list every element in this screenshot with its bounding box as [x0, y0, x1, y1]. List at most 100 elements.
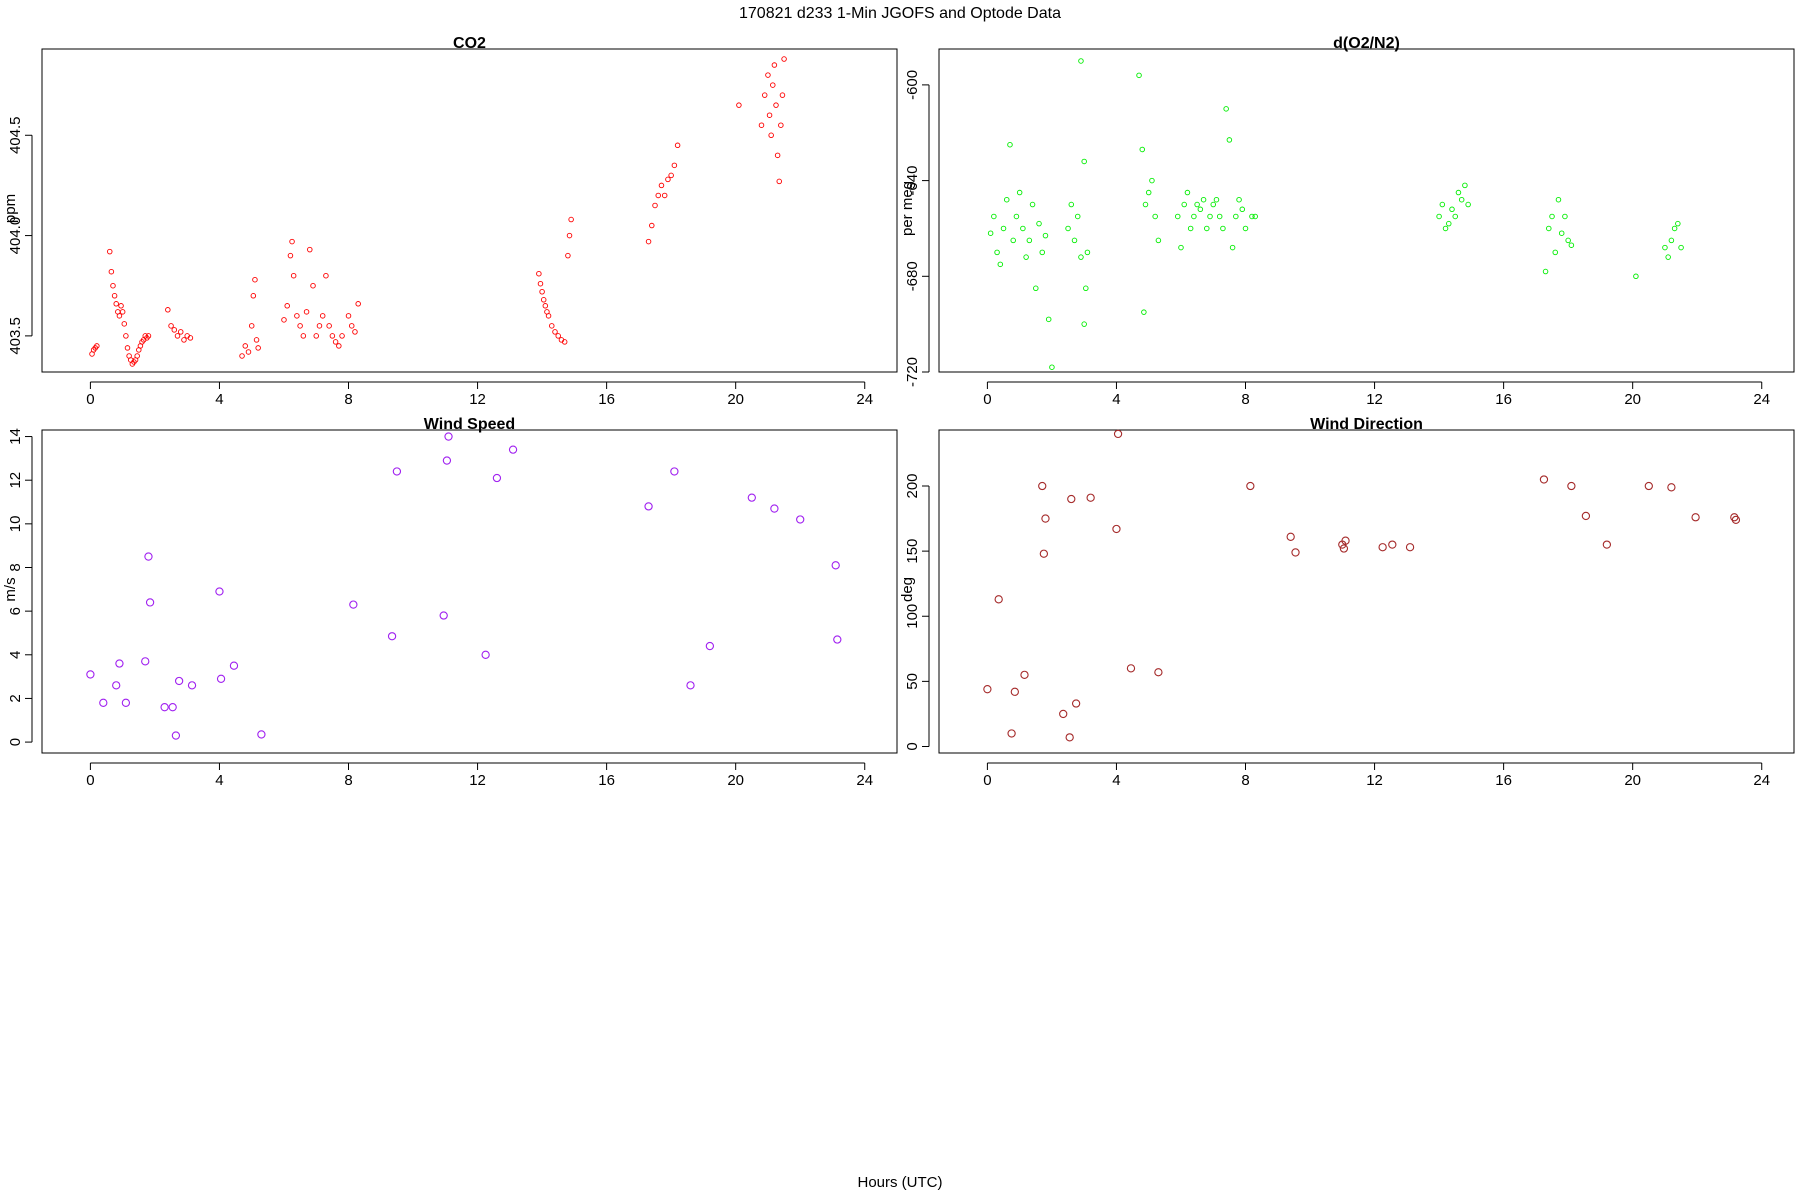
- data-point: [765, 72, 771, 78]
- data-point: [552, 329, 558, 335]
- data-point: [1667, 483, 1676, 492]
- x-tick-label: 4: [1112, 391, 1120, 408]
- x-tick-label: 24: [856, 391, 873, 408]
- data-point: [1049, 364, 1055, 370]
- data-points: [983, 429, 1741, 742]
- data-point: [1004, 196, 1010, 203]
- data-point: [1071, 699, 1081, 708]
- data-point: [1233, 213, 1239, 220]
- data-point: [245, 349, 252, 355]
- plot-frame: [41, 48, 898, 373]
- x-tick-label: 24: [856, 772, 873, 789]
- data-point: [658, 182, 665, 189]
- data-point: [1691, 513, 1700, 522]
- x-tick-label: 8: [1241, 391, 1249, 408]
- data-point: [108, 268, 115, 275]
- data-point: [355, 301, 361, 307]
- data-point: [141, 657, 150, 666]
- data-point: [1149, 177, 1155, 184]
- data-point: [171, 327, 178, 333]
- data-point: [250, 293, 257, 299]
- data-point: [1644, 481, 1653, 491]
- data-point: [668, 172, 674, 179]
- data-point: [758, 122, 765, 128]
- plot-frame: [938, 429, 1795, 754]
- y-tick-label: 404.5: [7, 116, 24, 154]
- data-point: [1249, 213, 1255, 220]
- data-point: [508, 445, 518, 454]
- data-point: [1039, 549, 1049, 558]
- data-point: [1555, 196, 1562, 203]
- data-point: [1539, 475, 1549, 484]
- data-point: [1405, 543, 1415, 552]
- y-tick-label: 0: [904, 742, 921, 750]
- data-point: [1078, 58, 1084, 64]
- chart-o2n2: d(O2/N2) 0 4 8 12 16 20 24 -600 -640 -680 -720 per m…: [899, 35, 1795, 408]
- data-point: [1187, 225, 1194, 232]
- data-point: [1239, 206, 1246, 213]
- data-point: [248, 323, 255, 329]
- x-tick-label: 24: [1753, 772, 1770, 789]
- data-point: [686, 681, 695, 690]
- data-point: [94, 343, 100, 349]
- data-point: [287, 252, 294, 259]
- data-point: [1059, 709, 1068, 719]
- data-point: [215, 587, 224, 596]
- data-point: [1175, 213, 1181, 220]
- data-point: [145, 333, 152, 339]
- data-point: [994, 595, 1003, 604]
- data-point: [116, 313, 123, 319]
- data-point: [555, 333, 561, 339]
- data-point: [187, 335, 194, 341]
- x-tick-label: 8: [344, 772, 352, 789]
- data-point: [833, 635, 842, 644]
- y-axis: 0 50 100 150 200: [904, 473, 930, 751]
- data-point: [111, 293, 118, 299]
- data-point: [1229, 244, 1236, 251]
- data-point: [1184, 189, 1191, 196]
- data-point: [115, 659, 124, 668]
- data-point: [439, 611, 448, 620]
- data-point: [796, 515, 805, 524]
- data-point: [1042, 232, 1049, 239]
- data-point: [549, 323, 555, 329]
- data-points: [987, 58, 1684, 370]
- data-point: [1207, 213, 1213, 220]
- data-point: [761, 92, 768, 98]
- data-point: [252, 276, 258, 283]
- data-point: [774, 152, 781, 159]
- data-point: [323, 272, 329, 279]
- data-points: [89, 56, 787, 367]
- y-tick-label: 100: [904, 604, 921, 629]
- data-point: [1246, 481, 1255, 491]
- data-point: [1378, 543, 1387, 552]
- data-point: [1291, 548, 1300, 557]
- data-point: [216, 674, 226, 683]
- data-point: [294, 313, 300, 319]
- data-point: [568, 216, 574, 223]
- data-point: [160, 703, 169, 712]
- y-tick-label: 4: [7, 651, 24, 659]
- data-point: [781, 56, 787, 62]
- x-axis: 0 4 8 12 16 20 24: [983, 381, 1770, 408]
- data-point: [119, 309, 126, 315]
- data-point: [1446, 220, 1452, 227]
- data-point: [1023, 254, 1029, 260]
- x-tick-label: 12: [469, 391, 486, 408]
- data-point: [652, 202, 658, 209]
- data-point: [307, 246, 313, 253]
- x-tick-label: 4: [215, 391, 223, 408]
- data-point: [1458, 196, 1465, 203]
- data-point: [1020, 670, 1029, 680]
- data-point: [1436, 213, 1442, 220]
- data-point: [831, 561, 840, 570]
- data-point: [1565, 237, 1571, 244]
- data-point: [1341, 536, 1350, 545]
- data-point: [1013, 213, 1020, 220]
- data-point: [1442, 225, 1449, 232]
- data-point: [1010, 687, 1019, 696]
- x-tick-label: 24: [1753, 391, 1770, 408]
- figure-x-axis-label: Hours (UTC): [858, 1174, 943, 1191]
